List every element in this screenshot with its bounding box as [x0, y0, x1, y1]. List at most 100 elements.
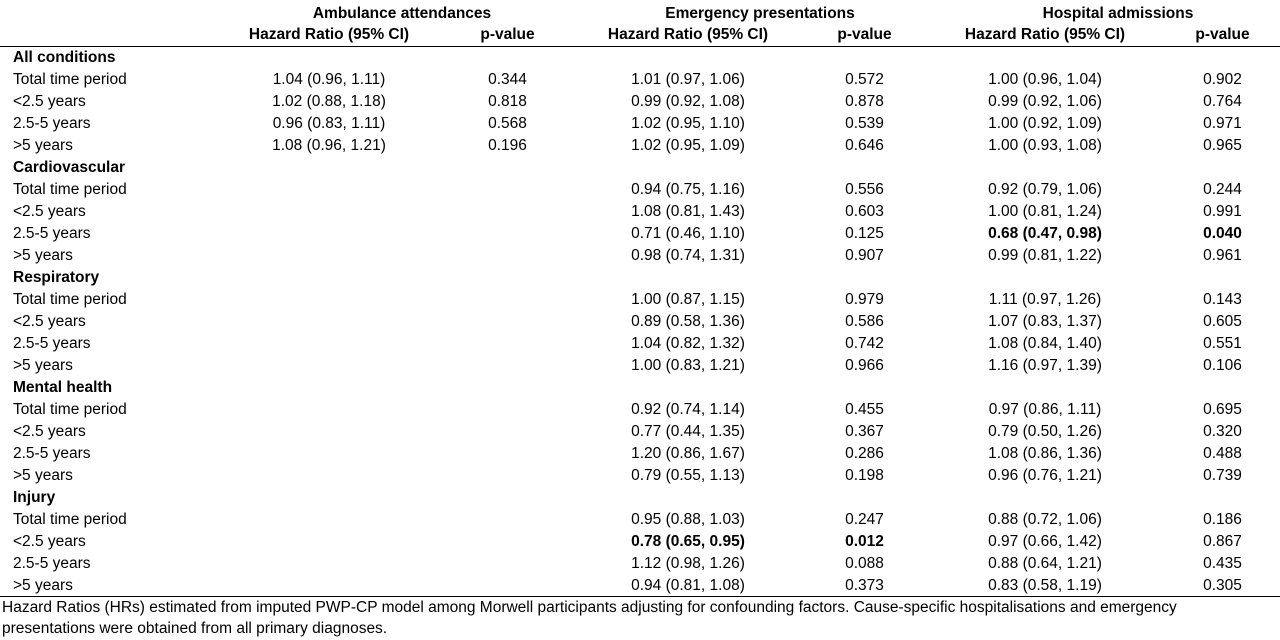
ambulance-hr-cell: 1.04 (0.96, 1.11)	[272, 71, 386, 88]
table-row: >5 years 0.94 (0.81, 1.08) 0.373 0.83 (0.58…	[0, 575, 1280, 597]
emergency-hr-header: Hazard Ratio (95% CI)	[607, 26, 769, 43]
emergency-hr-cell: 0.98 (0.74, 1.31)	[631, 247, 745, 264]
emergency-p-cell: 0.742	[845, 335, 884, 352]
table-row: 2.5-5 years 1.12 (0.98, 1.26) 0.088 0.88 (0…	[0, 553, 1280, 575]
group-header-ambulance: Ambulance attendances	[312, 5, 492, 22]
section-row: All conditions	[0, 47, 1280, 69]
row-label: Total time period	[13, 291, 127, 308]
ambulance-p-cell	[455, 421, 560, 443]
ambulance-p-header: p-value	[480, 26, 535, 43]
ambulance-hr-cell	[244, 245, 414, 267]
ambulance-p-cell	[455, 289, 560, 311]
hospital-p-cell: 0.902	[1203, 71, 1242, 88]
hospital-p-cell: 0.764	[1203, 93, 1242, 110]
hospital-hr-cell: 1.11 (0.97, 1.26)	[988, 291, 1102, 308]
emergency-hr-cell: 0.71 (0.46, 1.10)	[631, 225, 745, 242]
bottom-rule	[0, 596, 1280, 597]
row-label: Total time period	[13, 71, 127, 88]
ambulance-p-cell	[455, 531, 560, 553]
row-label: Total time period	[13, 401, 127, 418]
table-row: >5 years 1.00 (0.83, 1.21) 0.966 1.16 (0.97…	[0, 355, 1280, 377]
ambulance-hr-cell	[244, 333, 414, 355]
hospital-p-cell: 0.961	[1203, 247, 1242, 264]
hospital-hr-cell: 0.97 (0.66, 1.42)	[988, 533, 1102, 550]
group-header-emergency: Emergency presentations	[665, 5, 855, 22]
section-row: Respiratory	[0, 267, 1280, 289]
table-row: <2.5 years 0.89 (0.58, 1.36) 0.586 1.07 (0.…	[0, 311, 1280, 333]
hospital-p-cell: 0.867	[1203, 533, 1242, 550]
emergency-p-cell: 0.247	[845, 511, 884, 528]
emergency-hr-cell: 1.08 (0.81, 1.43)	[631, 203, 745, 220]
ambulance-hr-cell	[244, 421, 414, 443]
table-row: 2.5-5 years 0.96 (0.83, 1.11) 0.568 1.02 (0…	[0, 113, 1280, 135]
hospital-hr-header: Hazard Ratio (95% CI)	[964, 26, 1126, 43]
emergency-p-cell: 0.012	[845, 533, 884, 550]
section-row: Injury	[0, 487, 1280, 509]
ambulance-hr-cell	[244, 399, 414, 421]
ambulance-p-cell	[455, 443, 560, 465]
ambulance-p-cell	[455, 201, 560, 223]
ambulance-p-cell	[455, 509, 560, 531]
emergency-hr-cell: 0.99 (0.92, 1.08)	[631, 93, 745, 110]
section-title: Mental health	[13, 379, 113, 396]
emergency-p-cell: 0.586	[845, 313, 884, 330]
emergency-hr-cell: 1.04 (0.82, 1.32)	[631, 335, 745, 352]
section-title: Injury	[13, 489, 56, 506]
table-row: >5 years 0.98 (0.74, 1.31) 0.907 0.99 (0.81…	[0, 245, 1280, 267]
ambulance-hr-cell	[244, 289, 414, 311]
hospital-p-cell: 0.488	[1203, 445, 1242, 462]
table-row: <2.5 years 1.02 (0.88, 1.18) 0.818 0.99 (0.…	[0, 91, 1280, 113]
ambulance-p-cell	[455, 465, 560, 487]
hospital-hr-cell: 0.79 (0.50, 1.26)	[988, 423, 1102, 440]
ambulance-p-cell	[455, 553, 560, 575]
emergency-p-cell: 0.556	[845, 181, 884, 198]
emergency-p-cell: 0.979	[845, 291, 884, 308]
row-label: >5 years	[13, 137, 73, 154]
row-label: 2.5-5 years	[13, 335, 91, 352]
ambulance-p-cell	[455, 575, 560, 597]
hospital-hr-cell: 0.99 (0.81, 1.22)	[988, 247, 1102, 264]
row-label: 2.5-5 years	[13, 555, 91, 572]
hospital-p-cell: 0.040	[1203, 225, 1242, 242]
row-label: <2.5 years	[13, 313, 86, 330]
hospital-p-header: p-value	[1195, 26, 1250, 43]
emergency-p-cell: 0.646	[845, 137, 884, 154]
ambulance-p-cell	[455, 311, 560, 333]
emergency-hr-cell: 1.00 (0.87, 1.15)	[631, 291, 745, 308]
ambulance-hr-cell	[244, 575, 414, 597]
ambulance-p-cell	[455, 399, 560, 421]
hospital-hr-cell: 0.97 (0.86, 1.11)	[988, 401, 1102, 418]
emergency-hr-cell: 1.20 (0.86, 1.67)	[631, 445, 745, 462]
emergency-p-header: p-value	[837, 26, 892, 43]
emergency-hr-cell: 0.77 (0.44, 1.35)	[631, 423, 745, 440]
hospital-hr-cell: 1.08 (0.86, 1.36)	[988, 445, 1102, 462]
ambulance-hr-cell	[244, 355, 414, 377]
table-row: Total time period 1.04 (0.96, 1.11) 0.344 1…	[0, 69, 1280, 91]
emergency-p-cell: 0.539	[845, 115, 884, 132]
hospital-hr-cell: 0.96 (0.76, 1.21)	[988, 467, 1102, 484]
emergency-p-cell: 0.966	[845, 357, 884, 374]
group-header-row: Ambulance attendances Emergency presenta…	[0, 3, 1280, 25]
emergency-p-cell: 0.572	[845, 71, 884, 88]
section-title: Cardiovascular	[13, 159, 125, 176]
ambulance-hr-cell: 0.96 (0.83, 1.11)	[272, 115, 386, 132]
emergency-p-cell: 0.198	[845, 467, 884, 484]
ambulance-hr-cell	[244, 201, 414, 223]
ambulance-hr-cell: 1.08 (0.96, 1.21)	[272, 137, 386, 154]
hospital-p-cell: 0.244	[1203, 181, 1242, 198]
emergency-p-cell: 0.907	[845, 247, 884, 264]
hospital-p-cell: 0.971	[1203, 115, 1242, 132]
ambulance-p-cell	[455, 333, 560, 355]
table-row: >5 years 1.08 (0.96, 1.21) 0.196 1.02 (0.95…	[0, 135, 1280, 157]
hospital-hr-cell: 1.00 (0.81, 1.24)	[988, 203, 1102, 220]
emergency-hr-cell: 0.89 (0.58, 1.36)	[631, 313, 745, 330]
table-row: <2.5 years 0.77 (0.44, 1.35) 0.367 0.79 (0.…	[0, 421, 1280, 443]
row-label: >5 years	[13, 577, 73, 594]
ambulance-hr-cell	[244, 443, 414, 465]
table-footnote: Hazard Ratios (HRs) estimated from imput…	[2, 599, 1177, 637]
hospital-p-cell: 0.965	[1203, 137, 1242, 154]
row-label: <2.5 years	[13, 423, 86, 440]
hospital-hr-cell: 1.08 (0.84, 1.40)	[988, 335, 1102, 352]
emergency-hr-cell: 1.00 (0.83, 1.21)	[631, 357, 745, 374]
group-header-hospital: Hospital admissions	[1042, 5, 1194, 22]
